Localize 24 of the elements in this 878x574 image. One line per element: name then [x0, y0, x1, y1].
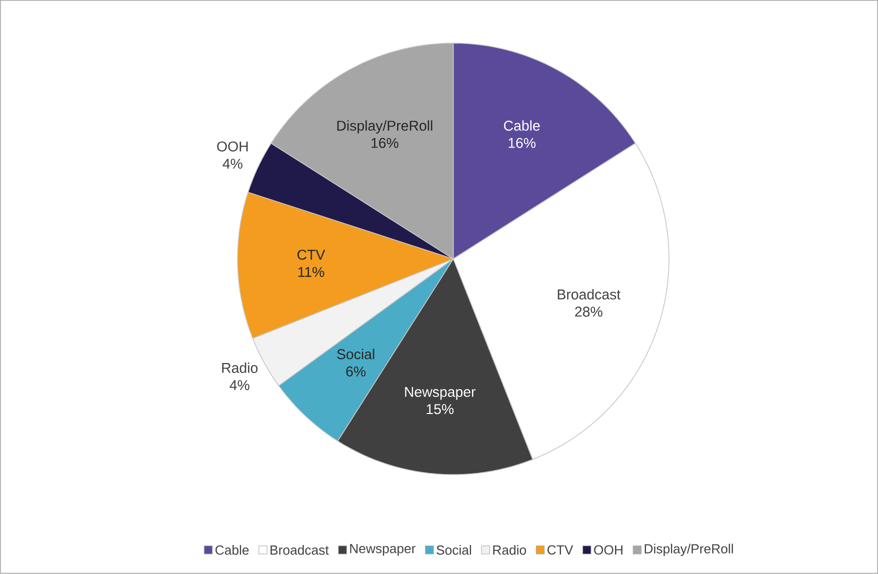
slice-label: Display/PreRoll	[337, 120, 432, 134]
data-label: 16%	[372, 138, 398, 148]
legend-label: Cable	[215, 545, 249, 555]
legend-label: CTV	[548, 545, 574, 555]
slice-label: Newspaper	[405, 387, 476, 400]
legend-label: Display/PreRoll	[644, 544, 733, 556]
category-label: Broadcast	[270, 545, 329, 555]
slice-label: Cable	[504, 120, 540, 131]
slice-label: Radio	[222, 362, 258, 374]
data-label: 16%	[508, 138, 536, 148]
legend-label: Newspaper	[350, 544, 416, 556]
category-label: Radio	[493, 545, 526, 555]
slice-label: CTV	[297, 250, 326, 260]
slice-label: Social	[337, 348, 374, 360]
data-label: 6%	[346, 366, 366, 377]
data-label: 28%	[575, 306, 602, 317]
data-label: 4%	[230, 380, 250, 390]
slice-label: Broadcast	[558, 289, 620, 300]
slice-label: OOH	[217, 142, 248, 152]
data-label: 15%	[426, 404, 454, 414]
data-label: 4%	[222, 158, 242, 169]
data-label: 11%	[298, 267, 324, 278]
legend-label: Social	[436, 545, 472, 555]
legend-label: OOH	[594, 545, 622, 555]
